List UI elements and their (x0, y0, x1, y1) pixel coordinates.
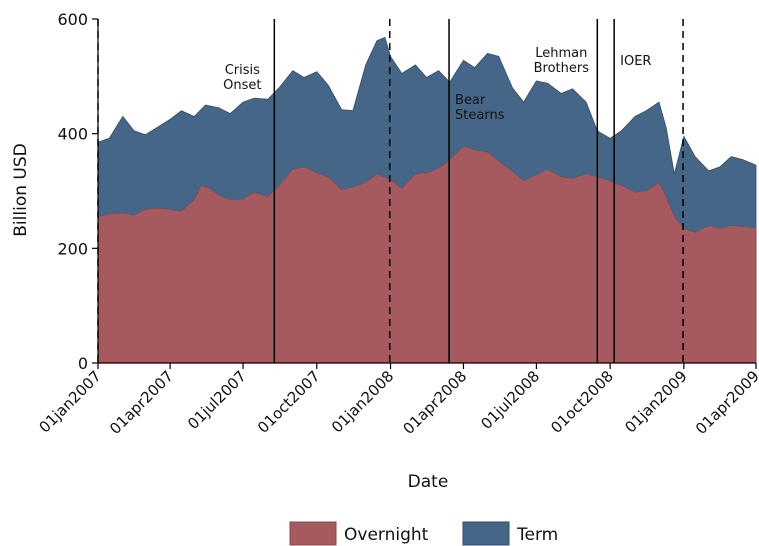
y-tick-label: 0 (78, 354, 88, 373)
x-tick-label: 01jan2008 (328, 367, 397, 436)
y-tick-label: 600 (57, 10, 88, 29)
event-label: Crisis Onset (223, 63, 261, 93)
x-tick-label: 01jul2008 (477, 367, 543, 433)
x-tick-label: 01jul2007 (184, 367, 250, 433)
event-label: IOER (620, 54, 651, 69)
x-tick-label: 01oct2007 (254, 367, 324, 437)
legend-label-overnight: Overnight (344, 525, 429, 545)
legend-swatch-overnight (289, 521, 337, 546)
x-tick-label: 01jan2009 (621, 367, 690, 436)
x-tick-label: 01jan2007 (35, 367, 104, 436)
area-overnight (97, 145, 757, 364)
event-label: Lehman Brothers (534, 46, 590, 76)
y-tick-label: 200 (57, 239, 88, 258)
x-tick-label: 01apr2007 (106, 367, 177, 438)
legend: Overnight Term (289, 521, 558, 546)
x-tick-label: 01apr2009 (692, 367, 759, 438)
x-tick-label: 01apr2008 (399, 367, 470, 438)
x-tick-label: 01oct2008 (547, 367, 617, 437)
y-axis-label: Billion USD (11, 143, 31, 236)
plot-area (97, 36, 757, 364)
y-tick-label: 400 (57, 125, 88, 144)
event-label: Bear Stearns (455, 93, 505, 123)
legend-label-term: Term (516, 525, 558, 545)
legend-swatch-term (462, 521, 510, 546)
x-axis-label: Date (408, 472, 449, 492)
